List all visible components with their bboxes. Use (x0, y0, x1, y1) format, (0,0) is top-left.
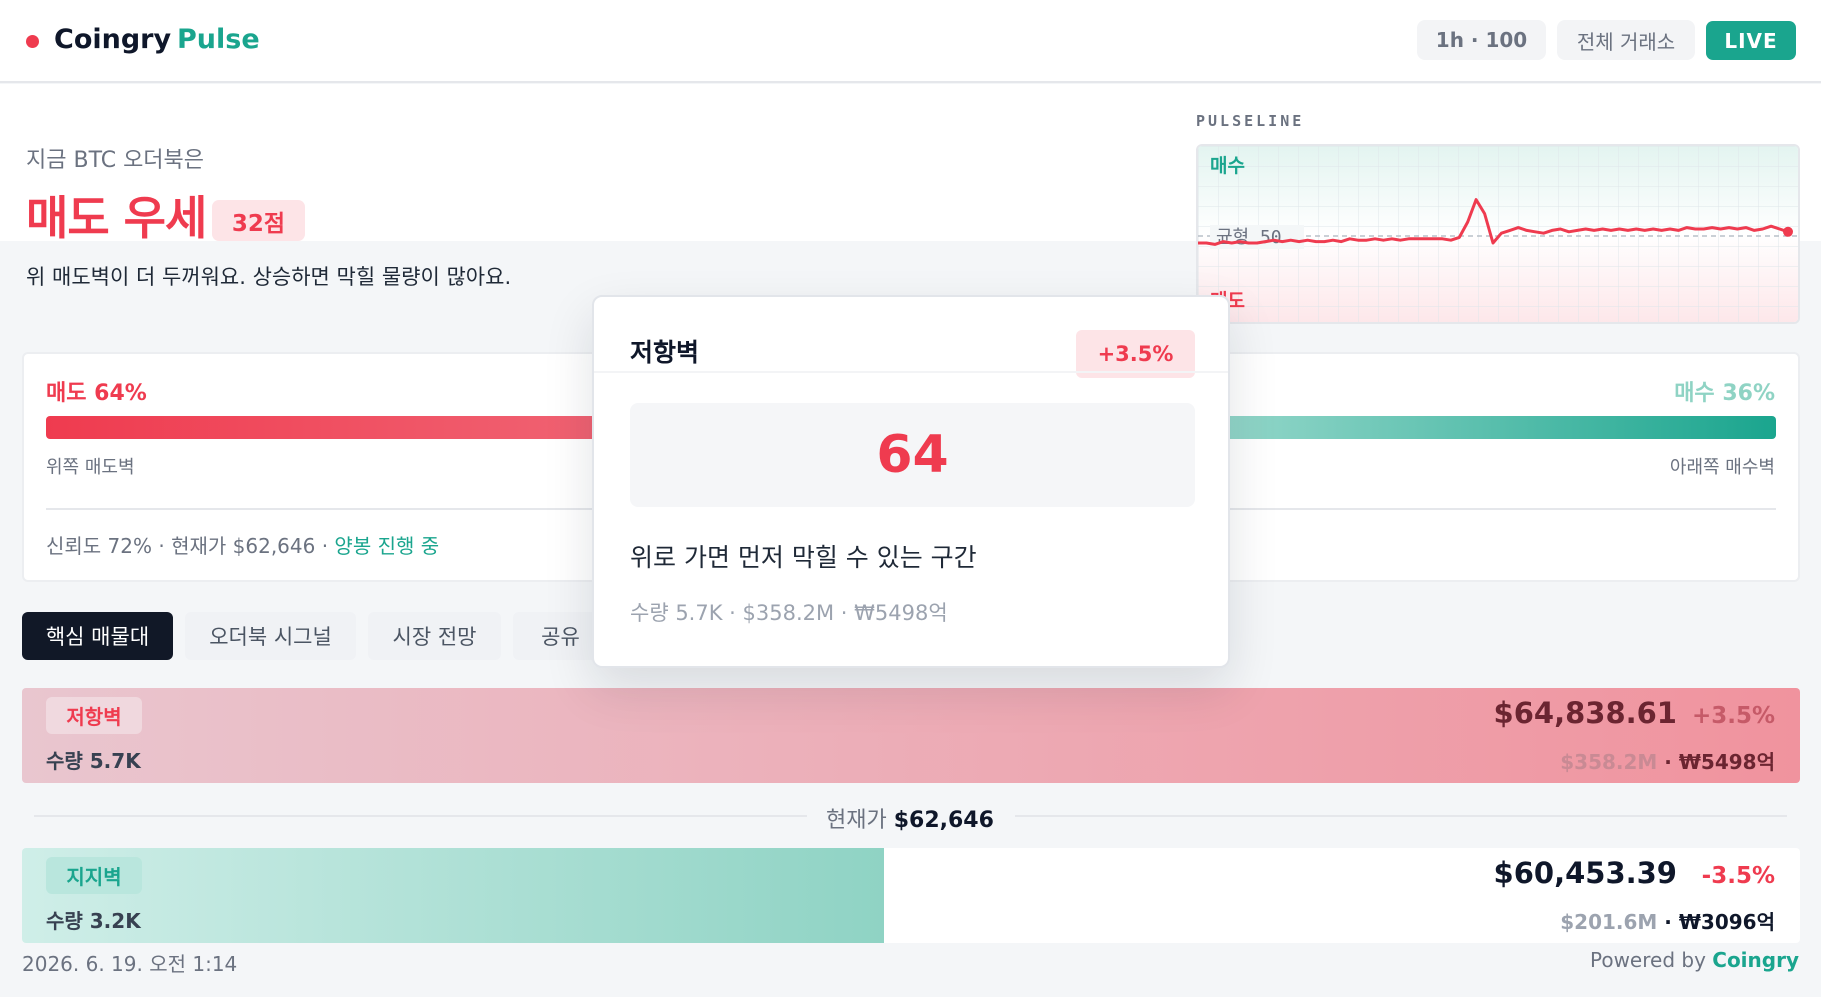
tab-key-levels[interactable]: 핵심 매물대 (22, 612, 173, 660)
pulseline-current-point (1783, 226, 1793, 237)
powered-brand-link[interactable]: Coingry (1712, 948, 1799, 972)
resistance-price: $64,838.61 (1493, 696, 1677, 730)
ratio-bar-buy (1153, 416, 1776, 439)
tab-orderbook-signal[interactable]: 오더북 시그널 (185, 612, 356, 660)
footer-powered-by: Powered by Coingry (1590, 948, 1799, 972)
footer-timestamp: 2026. 6. 19. 오전 1:14 (22, 952, 238, 976)
brand-subtitle: Pulse (177, 24, 260, 55)
support-usd: $201.6M (1560, 910, 1658, 934)
popup-title: 저항벽 (630, 338, 700, 367)
sell-ratio-label: 매도 64% (46, 381, 147, 406)
resistance-value: $358.2M · ₩5498억 (1560, 746, 1775, 775)
popup-change-badge: +3.5% (1076, 330, 1195, 378)
pulseline-svg: 매수 균형 50 매도 (1198, 146, 1798, 322)
summary-description: 위 매도벽이 더 두꺼워요. 상승하면 막힐 물량이 많아요. (26, 265, 512, 289)
resistance-volume: 수량 5.7K (46, 749, 141, 773)
live-dot-icon (26, 35, 39, 48)
current-price-line-left (34, 815, 807, 817)
exchange-selector[interactable]: 전체 거래소 (1557, 20, 1695, 60)
powered-label: Powered by (1589, 948, 1713, 972)
app-header: Coingry Pulse 1h · 100 전체 거래소 LIVE (0, 0, 1821, 83)
pulseline-label: PULSELINE (1196, 112, 1305, 130)
support-krw: ₩3096억 (1678, 910, 1775, 934)
summary-lead: 지금 BTC 오더북은 (26, 148, 205, 173)
resistance-change: +3.5% (1691, 703, 1775, 729)
resistance-row[interactable] (22, 688, 1800, 783)
popup-description: 위로 가면 먼저 막힐 수 있는 구간 (630, 543, 977, 572)
support-change: -3.5% (1701, 863, 1775, 889)
popup-divider (594, 371, 1228, 373)
level-detail-popup: 저항벽 +3.5% 64 위로 가면 먼저 막힐 수 있는 구간 수량 5.7K… (592, 295, 1230, 668)
brand-name: Coingry (54, 24, 172, 55)
live-badge[interactable]: LIVE (1706, 21, 1796, 60)
support-volume: 수량 3.2K (46, 909, 141, 933)
support-separator: · (1657, 910, 1679, 934)
current-price: 현재가 $62,646 (826, 802, 994, 834)
sell-wall-label: 위쪽 매도벽 (46, 457, 135, 478)
popup-meta: 수량 5.7K · $358.2M · ₩5498억 (630, 601, 948, 625)
tab-market-outlook[interactable]: 시장 전망 (368, 612, 501, 660)
resistance-separator: · (1657, 750, 1679, 774)
balance-label: 균형 50 (1216, 227, 1282, 248)
balance-label-bg (1210, 225, 1304, 249)
resistance-tag: 저항벽 (46, 697, 142, 734)
buy-wall-label: 아래쪽 매수벽 (1669, 457, 1775, 478)
trend-label: 양봉 진행 중 (334, 534, 440, 558)
timeframe-selector[interactable]: 1h · 100 (1417, 20, 1546, 60)
support-value: $201.6M · ₩3096억 (1560, 906, 1775, 935)
support-row[interactable] (22, 848, 1800, 943)
verdict-title: 매도 우세 (26, 191, 207, 245)
pulseline-buy-label: 매수 (1210, 155, 1245, 177)
support-price: $60,453.39 (1493, 856, 1677, 890)
resistance-usd: $358.2M (1560, 750, 1658, 774)
confidence-text: 신뢰도 72% · 현재가 $62,646 · (46, 534, 335, 558)
resistance-krw: ₩5498억 (1678, 750, 1775, 774)
support-volume-fill (22, 848, 885, 943)
score-badge: 32점 (212, 200, 305, 241)
support-tag: 지지벽 (46, 857, 142, 894)
pulseline-chart[interactable]: 매수 균형 50 매도 (1196, 144, 1800, 324)
current-price-line-right (1015, 815, 1787, 817)
popup-score: 64 (630, 403, 1195, 507)
current-price-value: $62,646 (893, 808, 994, 833)
buy-ratio-label: 매수 36% (1674, 381, 1775, 406)
current-price-label: 현재가 (826, 808, 894, 833)
pulseline-series (1198, 198, 1789, 246)
confidence-meta: 신뢰도 72% · 현재가 $62,646 · 양봉 진행 중 (46, 530, 439, 559)
